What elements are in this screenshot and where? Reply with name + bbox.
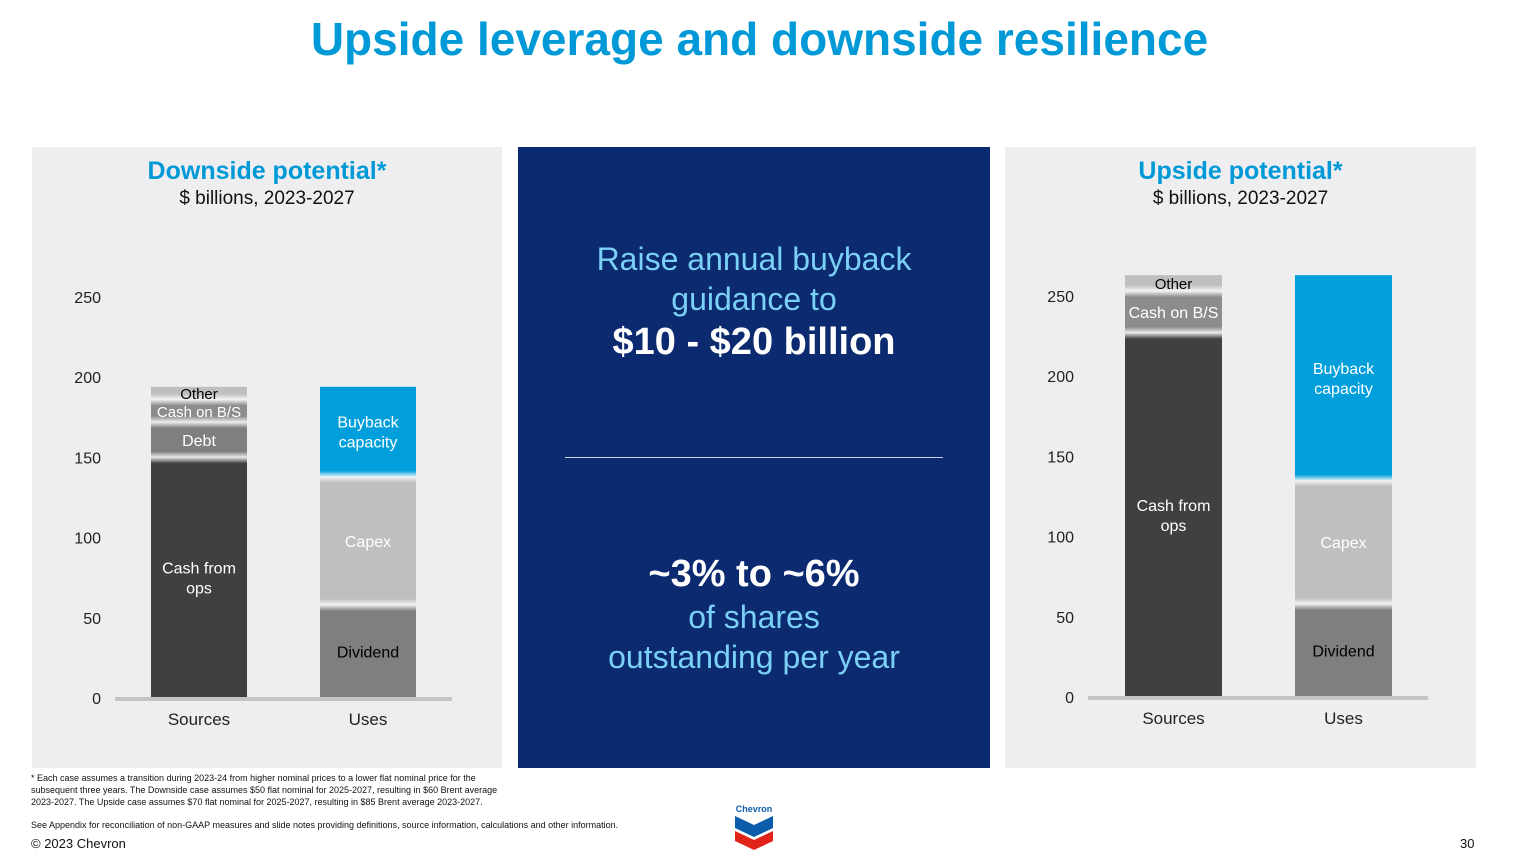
buyback-guidance-panel: Raise annual buyback guidance to $10 - $… [518, 147, 990, 768]
guidance-line2: guidance to [671, 281, 837, 317]
guidance-amount: $10 - $20 billion [612, 321, 896, 363]
downside-panel: Downside potential* $ billions, 2023-202… [32, 147, 502, 768]
chevron-logo: Chevron [730, 803, 778, 851]
copyright: © 2023 Chevron [31, 836, 126, 851]
page-number: 30 [1460, 836, 1475, 851]
chevron-logo-icon: Chevron [735, 804, 773, 850]
downside-subtitle: $ billions, 2023-2027 [179, 188, 355, 209]
upside-title: Upside potential* [1138, 157, 1343, 185]
shares-line1: of shares [688, 599, 820, 635]
slide-title: Upside leverage and downside resilience [310, 13, 1209, 65]
upside-subtitle: $ billions, 2023-2027 [1152, 188, 1329, 209]
guidance-line1: Raise annual buyback [596, 241, 912, 277]
shares-pct: ~3% to ~6% [648, 553, 860, 595]
appendix-note: See Appendix for reconciliation of non-G… [31, 820, 619, 830]
svg-text:Chevron: Chevron [736, 804, 773, 814]
footnote: * Each case assumes a transition during … [31, 773, 498, 807]
shares-line2: outstanding per year [608, 639, 900, 675]
divider [565, 457, 943, 458]
downside-title: Downside potential* [147, 157, 387, 185]
upside-panel: Upside potential* $ billions, 2023-2027 [1005, 147, 1476, 768]
